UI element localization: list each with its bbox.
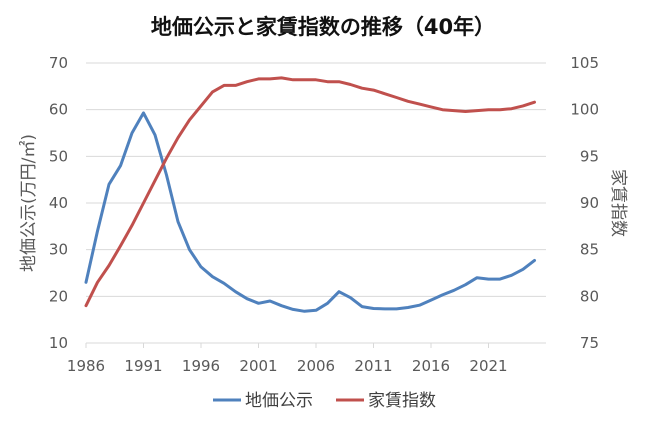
y-left-tick-label: 10 (49, 334, 68, 352)
x-tick-label: 1996 (182, 357, 220, 375)
y-left-tick-label: 20 (49, 287, 68, 305)
series-land-price-line (84, 111, 536, 313)
legend: 地価公示 家賃指数 (213, 391, 436, 411)
x-tick-label: 1991 (124, 357, 162, 375)
chart-title: 地価公示と家賃指数の推移（40年） (151, 15, 495, 39)
x-tick-label: 2001 (239, 357, 277, 375)
gridlines (86, 62, 546, 344)
x-axis-ticks: 1986 1991 1996 2001 2006 2011 2016 2021 (67, 343, 508, 375)
legend-label-land-price: 地価公示 (245, 391, 313, 411)
y-right-tick-label: 105 (570, 54, 599, 72)
y-left-tick-label: 60 (49, 101, 68, 119)
legend-label-rent-index: 家賃指数 (368, 391, 436, 411)
x-tick-label: 2021 (469, 357, 507, 375)
y-right-tick-label: 90 (580, 194, 599, 212)
series-rent-index-line (84, 76, 536, 308)
y-left-tick-label: 40 (49, 194, 68, 212)
y-right-tick-label: 80 (580, 287, 599, 305)
y-right-tick-label: 85 (580, 241, 599, 259)
x-tick-label: 1986 (67, 357, 105, 375)
y-left-tick-label: 50 (49, 147, 68, 165)
left-axis-ticks: 10 20 30 40 50 60 70 (49, 54, 68, 352)
x-tick-label: 2006 (297, 357, 335, 375)
right-axis-ticks: 75 80 85 90 95 100 105 (570, 54, 599, 352)
left-axis-label: 地価公示(万円/㎡) (19, 134, 39, 272)
series-layer (84, 76, 536, 313)
y-right-tick-label: 95 (580, 147, 599, 165)
x-tick-label: 2016 (412, 357, 450, 375)
y-right-tick-label: 75 (580, 334, 599, 352)
y-left-tick-label: 30 (49, 241, 68, 259)
x-tick-label: 2011 (354, 357, 392, 375)
y-right-tick-label: 100 (570, 101, 599, 119)
right-axis-label: 家賃指数 (608, 169, 628, 237)
y-left-tick-label: 70 (49, 54, 68, 72)
